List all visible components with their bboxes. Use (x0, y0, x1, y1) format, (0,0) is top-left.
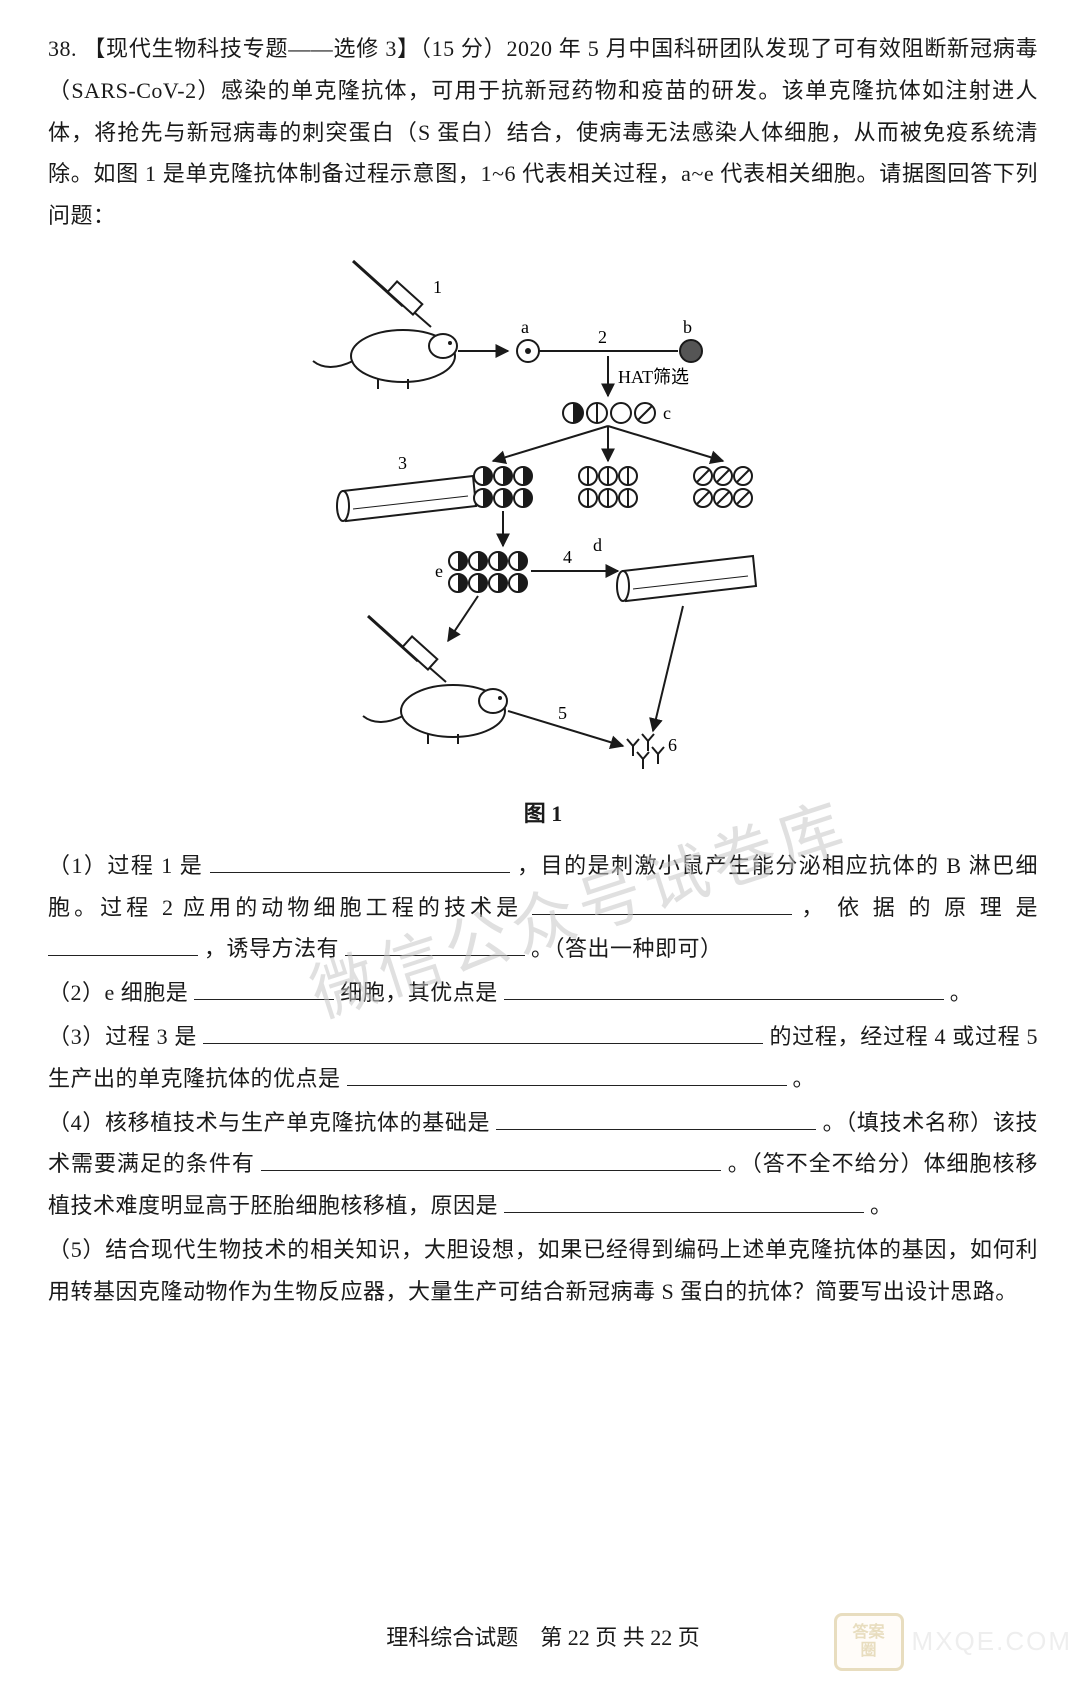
label-4: 4 (563, 547, 572, 567)
blank-6[interactable] (504, 977, 944, 1000)
label-d: d (593, 535, 602, 555)
mouse-icon-2 (363, 685, 507, 744)
s1e-text: 。（答出一种即可） (531, 936, 723, 961)
blank-10[interactable] (261, 1148, 721, 1171)
s4d-text: 。 (870, 1193, 893, 1218)
syringe-icon (353, 261, 431, 327)
blank-4[interactable] (345, 933, 525, 956)
cells-group-right (694, 467, 752, 507)
s1a-text: （1）过程 1 是 (48, 853, 203, 878)
sub-q3: （3）过程 3 是 的过程，经过程 4 或过程 5 生产出的单克隆抗体的优点是 … (48, 1016, 1038, 1100)
s4a-text: （4）核移植技术与生产单克隆抗体的基础是 (48, 1110, 490, 1135)
syringe-icon-2 (368, 616, 446, 682)
s2b-text: 细胞，其优点是 (340, 980, 498, 1005)
sub-q2: （2）e 细胞是 细胞，其优点是 。 (48, 972, 1038, 1014)
cells-group-left (474, 467, 532, 507)
s2a-text: （2）e 细胞是 (48, 980, 188, 1005)
label-6: 6 (668, 735, 677, 755)
blank-11[interactable] (504, 1190, 864, 1213)
label-hat: HAT筛选 (618, 367, 689, 387)
label-1: 1 (433, 277, 442, 297)
s3a-text: （3）过程 3 是 (48, 1024, 197, 1049)
blank-8[interactable] (347, 1063, 787, 1086)
question-stem: 38. 【现代生物科技专题——选修 3】（15 分）2020 年 5 月中国科研… (48, 28, 1038, 237)
flask-icon-right (617, 556, 756, 601)
branch-left (493, 426, 608, 461)
sub-q1: （1）过程 1 是 ，目的是刺激小鼠产生能分泌相应抗体的 B 淋巴细胞。过程 2… (48, 845, 1038, 970)
label-b: b (683, 317, 692, 337)
label-a: a (521, 317, 529, 337)
flask-icon-left (337, 476, 476, 521)
s3c-text: 。 (793, 1066, 816, 1091)
cells-group-mid (579, 467, 637, 507)
s1c-text: ， 依 据 的 原 理 是 (801, 895, 1038, 920)
label-c: c (663, 403, 671, 423)
branch-right (608, 426, 723, 461)
figure-caption: 图 1 (48, 793, 1038, 835)
label-2: 2 (598, 327, 607, 347)
question-number: 38. (48, 36, 77, 61)
label-5: 5 (558, 703, 567, 723)
sub-q4: （4）核移植技术与生产单克隆抗体的基础是 。（填技术名称）该技术需要满足的条件有… (48, 1102, 1038, 1227)
figure-1: 1 a 2 b HAT筛选 (48, 251, 1038, 835)
sub-q5: （5）结合现代生物技术的相关知识，大胆设想，如果已经得到编码上述单克隆抗体的基因… (48, 1229, 1038, 1313)
cells-e (449, 552, 527, 592)
s2c-text: 。 (950, 980, 973, 1005)
cells-c (563, 403, 655, 423)
label-e: e (435, 561, 443, 581)
cell-b (680, 340, 702, 362)
question-title: 【现代生物科技专题——选修 3】（15 分）2020 年 5 月中国科研团队发现… (48, 36, 1038, 228)
blank-3[interactable] (48, 933, 198, 956)
arrow-6 (653, 606, 683, 731)
blank-2[interactable] (532, 891, 792, 914)
s5-text: （5）结合现代生物技术的相关知识，大胆设想，如果已经得到编码上述单克隆抗体的基因… (48, 1237, 1038, 1304)
antibody-cluster (627, 734, 664, 769)
diagram-svg: 1 a 2 b HAT筛选 (283, 251, 803, 791)
blank-5[interactable] (194, 977, 334, 1000)
page-footer: 理科综合试题 第 22 页 共 22 页 (0, 1617, 1086, 1659)
blank-1[interactable] (210, 850, 510, 873)
blank-7[interactable] (203, 1021, 763, 1044)
mouse-icon (313, 330, 457, 389)
blank-9[interactable] (496, 1106, 816, 1129)
label-3: 3 (398, 453, 407, 473)
arrow-e-down (448, 596, 478, 641)
s1d-text: ，诱导方法有 (204, 936, 339, 961)
